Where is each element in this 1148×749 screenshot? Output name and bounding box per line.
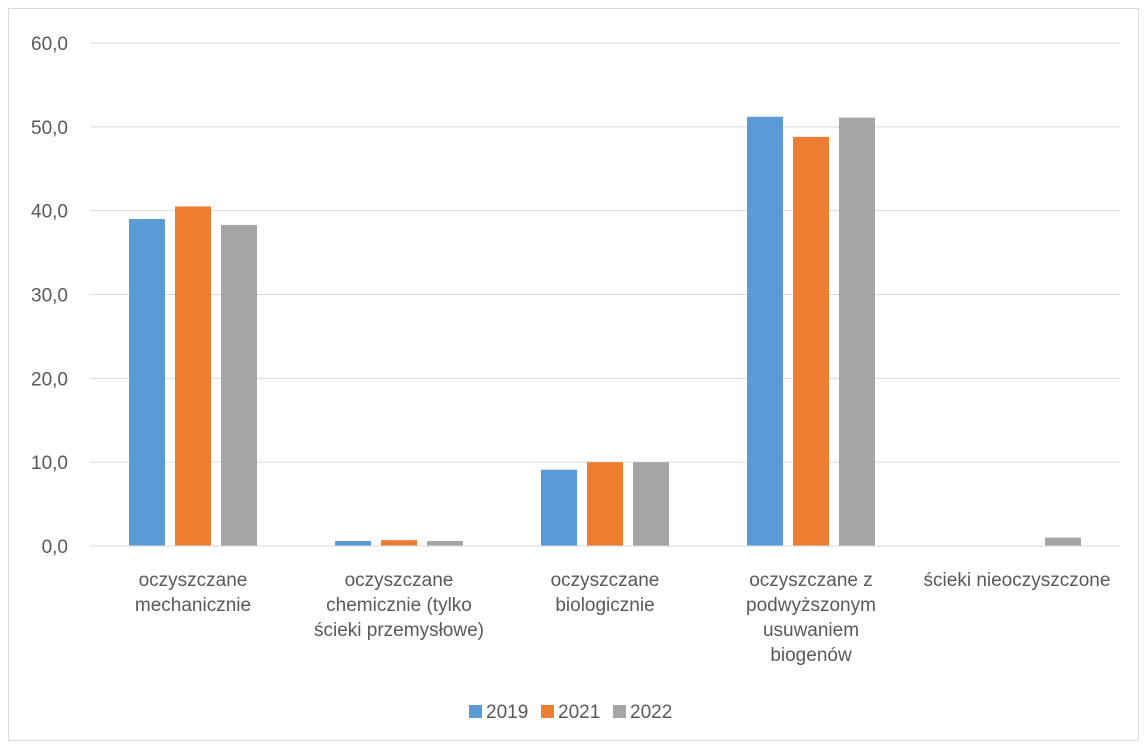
y-tick-label: 60,0 bbox=[31, 34, 68, 55]
bar-2019-3 bbox=[747, 116, 783, 547]
category-label-line: chemicznie (tylko bbox=[326, 595, 472, 616]
y-tick-label: 10,0 bbox=[31, 453, 68, 474]
bar-2022-3 bbox=[839, 117, 875, 546]
category-label-line: oczyszczane bbox=[139, 570, 248, 591]
y-axis-tick-labels: 0,0 10,0 20,0 30,0 40,0 50,0 60,0 bbox=[31, 34, 68, 558]
bar-2021-0 bbox=[175, 206, 211, 546]
category-label-line: ścieki nieoczyszczone bbox=[924, 570, 1111, 591]
bar-2019-2 bbox=[541, 469, 577, 546]
category-label-line: oczyszczane z bbox=[749, 570, 873, 591]
category-label-line: usuwaniem bbox=[763, 620, 859, 641]
y-tick-label: 30,0 bbox=[31, 286, 68, 307]
legend-swatch-2019 bbox=[469, 705, 482, 718]
category-label: oczyszczane chemicznie (tylko ścieki przem… bbox=[314, 570, 484, 641]
bar-2022-4 bbox=[1045, 537, 1081, 546]
legend-label: 2019 bbox=[486, 702, 528, 723]
category-label: oczyszczane z podwyższonym usuwaniem biogen… bbox=[746, 570, 876, 666]
bars bbox=[129, 116, 1081, 547]
legend-swatch-2022 bbox=[613, 705, 626, 718]
legend-swatch-2021 bbox=[541, 705, 554, 718]
bar-2019-0 bbox=[129, 219, 165, 547]
category-label-line: ścieki przemysłowe) bbox=[314, 620, 484, 641]
legend: 2019 2021 2022 bbox=[469, 702, 672, 723]
gridlines bbox=[90, 42, 1120, 463]
category-label-line: biogenów bbox=[770, 645, 852, 666]
category-label-line: biologicznie bbox=[555, 595, 654, 616]
category-labels: oczyszczane mechanicznie oczyszczane chemic… bbox=[135, 570, 1111, 666]
bar-2022-1 bbox=[427, 540, 463, 546]
bar-2019-1 bbox=[335, 540, 371, 546]
y-tick-label: 20,0 bbox=[31, 369, 68, 390]
bar-2021-1 bbox=[381, 540, 417, 546]
category-label: ścieki nieoczyszczone bbox=[924, 570, 1111, 591]
category-label-line: mechanicznie bbox=[135, 595, 251, 616]
legend-label: 2022 bbox=[630, 702, 672, 723]
bar-2021-3 bbox=[793, 136, 829, 547]
category-label-line: podwyższonym bbox=[746, 595, 876, 616]
legend-label: 2021 bbox=[558, 702, 600, 723]
y-tick-label: 40,0 bbox=[31, 202, 68, 223]
bar-2022-0 bbox=[221, 224, 257, 546]
bar-2021-2 bbox=[587, 462, 623, 546]
category-label-line: oczyszczane bbox=[345, 570, 454, 591]
category-label: oczyszczane biologicznie bbox=[551, 570, 660, 616]
y-tick-label: 0,0 bbox=[42, 537, 68, 558]
bar-2022-2 bbox=[633, 462, 669, 546]
category-label-line: oczyszczane bbox=[551, 570, 660, 591]
category-label: oczyszczane mechanicznie bbox=[135, 570, 251, 616]
y-tick-label: 50,0 bbox=[31, 118, 68, 139]
